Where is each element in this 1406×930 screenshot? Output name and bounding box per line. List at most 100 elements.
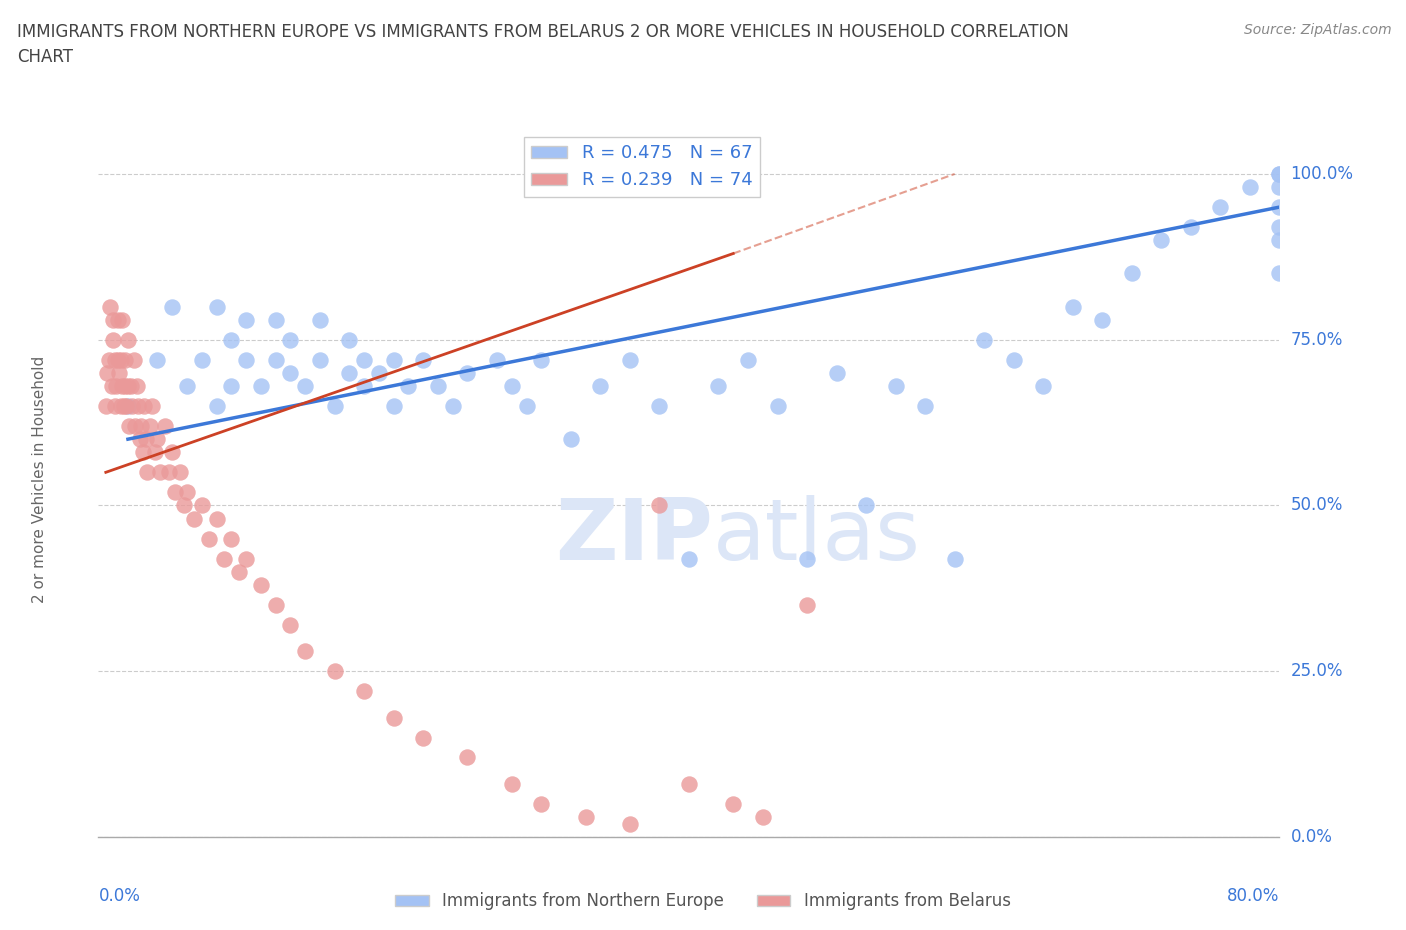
Point [122,352,145,367]
Point [97,352,120,367]
Point [143,445,166,459]
Point [1268,179,1291,194]
Point [323,664,346,679]
Point [1002,352,1025,367]
Point [110,399,132,414]
Point [1239,179,1261,194]
Point [309,352,332,367]
Point [619,352,641,367]
Point [94,399,117,414]
Point [501,777,523,791]
Point [1268,232,1291,247]
Point [127,399,149,414]
Point [264,597,287,612]
Point [382,399,405,414]
Text: atlas: atlas [713,495,921,578]
Point [1180,219,1202,234]
Point [235,312,257,327]
Point [427,379,450,393]
Point [98,299,121,314]
Point [1268,166,1291,181]
Point [118,418,141,433]
Point [368,365,391,380]
Point [212,551,235,566]
Point [162,299,183,314]
Point [235,352,257,367]
Legend: R = 0.475   N = 67, R = 0.239   N = 74: R = 0.475 N = 67, R = 0.239 N = 74 [524,137,759,196]
Point [1268,266,1291,281]
Point [104,352,127,367]
Text: 25.0%: 25.0% [1291,662,1343,680]
Point [280,332,302,347]
Point [228,565,250,579]
Point [339,332,361,347]
Point [157,465,180,480]
Point [183,512,205,526]
Point [250,578,273,592]
Point [412,730,434,745]
Point [323,399,346,414]
Point [153,418,176,433]
Point [103,332,125,347]
Point [110,352,132,367]
Text: IMMIGRANTS FROM NORTHERN EUROPE VS IMMIGRANTS FROM BELARUS 2 OR MORE VEHICLES IN: IMMIGRANTS FROM NORTHERN EUROPE VS IMMIG… [17,23,1069,66]
Point [117,332,139,347]
Point [516,399,538,414]
Point [353,379,375,393]
Point [149,465,172,480]
Point [723,796,745,811]
Point [115,399,138,414]
Point [339,365,361,380]
Point [120,379,142,393]
Point [205,512,228,526]
Point [1268,219,1291,234]
Point [135,432,157,446]
Point [530,352,553,367]
Point [128,432,150,446]
Point [294,644,316,658]
Point [796,551,818,566]
Point [114,352,136,367]
Legend: Immigrants from Northern Europe, Immigrants from Belarus: Immigrants from Northern Europe, Immigra… [388,885,1018,917]
Point [619,817,641,831]
Point [221,379,243,393]
Text: 2 or more Vehicles in Household: 2 or more Vehicles in Household [32,355,46,603]
Text: 80.0%: 80.0% [1227,887,1279,905]
Point [280,618,302,632]
Point [136,465,159,480]
Point [191,498,214,513]
Point [353,684,375,698]
Point [398,379,420,393]
Point [111,312,134,327]
Point [648,399,671,414]
Point [250,379,273,393]
Point [162,445,183,459]
Point [1121,266,1143,281]
Point [530,796,553,811]
Point [124,418,146,433]
Point [165,485,187,499]
Point [1032,379,1054,393]
Point [198,531,221,546]
Point [117,399,139,414]
Point [96,365,118,380]
Point [121,399,143,414]
Point [766,399,789,414]
Text: 100.0%: 100.0% [1291,165,1354,183]
Point [280,365,302,380]
Point [855,498,877,513]
Point [589,379,612,393]
Point [441,399,464,414]
Point [1268,200,1291,215]
Point [752,810,775,825]
Point [117,379,139,393]
Point [235,551,257,566]
Point [129,418,152,433]
Point [294,379,316,393]
Point [1150,232,1173,247]
Point [107,352,129,367]
Point [382,352,405,367]
Point [382,711,405,725]
Point [176,485,198,499]
Point [205,299,228,314]
